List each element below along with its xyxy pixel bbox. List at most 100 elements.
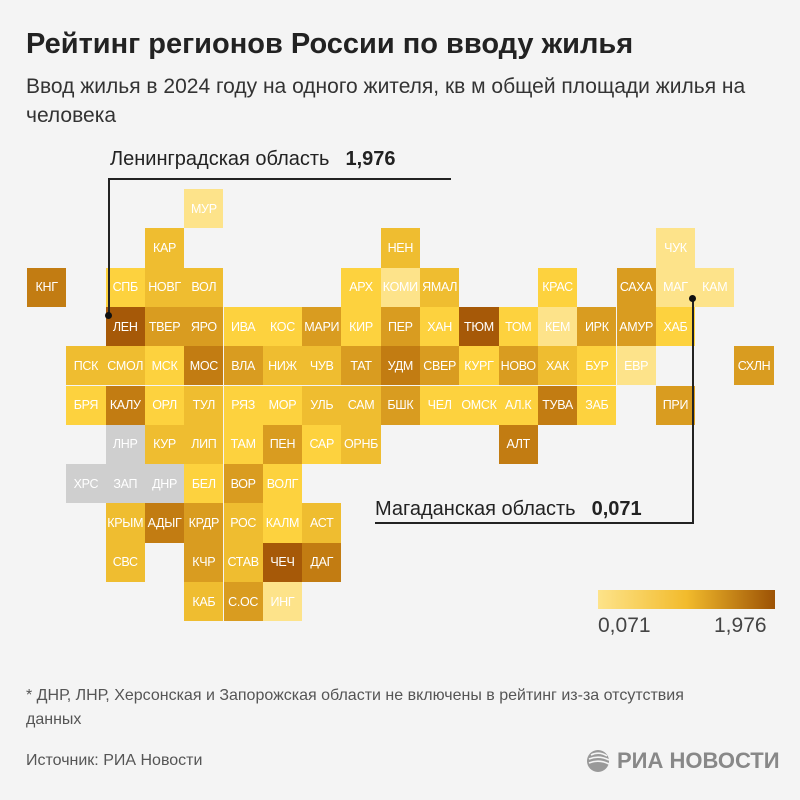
region-tile: СТАВ	[223, 542, 263, 582]
region-tile: ИРК	[577, 306, 617, 347]
callout-min-line-h	[375, 522, 694, 524]
region-tile: КРЫМ	[105, 503, 145, 543]
legend-min-label: 0,071	[598, 614, 651, 637]
region-tile: КОМИ	[380, 267, 420, 307]
region-tile: ПСК	[66, 346, 106, 386]
region-tile: ТУЛ	[184, 385, 224, 425]
region-tile: МУР	[184, 189, 224, 229]
region-tile: ВОР	[223, 464, 263, 504]
ria-logo-text: РИА НОВОСТИ	[617, 748, 780, 773]
callout-min-region: Магаданская область	[375, 498, 576, 520]
region-tile: БУР	[577, 346, 617, 386]
region-tile: ПЕР	[380, 306, 420, 347]
region-tile: КАБ	[184, 582, 224, 622]
region-tile: АЛ.К	[498, 385, 538, 425]
region-tile: НИЖ	[262, 346, 303, 386]
region-tile: ХАБ	[655, 306, 696, 347]
region-tile: ЛЕН	[105, 306, 145, 347]
region-tile: ЗАП	[105, 464, 145, 504]
region-tile: ВОЛГ	[262, 464, 303, 504]
region-tile: БРЯ	[66, 385, 106, 425]
region-tile: УДМ	[380, 346, 420, 386]
region-tile: КНГ	[27, 267, 67, 307]
region-tile: АДЫГ	[144, 503, 185, 543]
callout-min: Магаданская область 0,071	[375, 498, 642, 521]
region-tile: ЧУВ	[302, 346, 342, 386]
subtitle: Ввод жилья в 2024 году на одного жителя,…	[26, 75, 746, 127]
region-tile: НОВО	[498, 346, 538, 386]
ria-logo: РИА НОВОСТИ	[585, 748, 780, 774]
region-tile: АМУР	[616, 306, 656, 347]
region-tile: МАРИ	[302, 306, 342, 347]
region-tile: АСТ	[302, 503, 342, 543]
region-tile: ЗАБ	[577, 385, 617, 425]
region-tile: МАГ	[655, 267, 696, 307]
region-tile: ХАК	[537, 346, 578, 386]
region-tile: ВЛА	[223, 346, 263, 386]
region-tile: ПРИ	[655, 385, 696, 425]
region-tile: СХЛН	[734, 346, 774, 386]
region-tile: САХА	[616, 267, 656, 307]
region-tile: БЕЛ	[184, 464, 224, 504]
region-tile: МОС	[184, 346, 224, 386]
region-tile: СВС	[105, 542, 145, 582]
region-tile: КЧР	[184, 542, 224, 582]
region-tile: ДНР	[144, 464, 185, 504]
region-tile: ИНГ	[262, 582, 303, 622]
region-tile: КИР	[341, 306, 381, 347]
ria-logo-icon	[587, 750, 610, 772]
region-tile: СВЕР	[420, 346, 460, 386]
region-tile: ДАГ	[302, 542, 342, 582]
region-tile: АРХ	[341, 267, 381, 307]
region-tile: КАЛМ	[262, 503, 303, 543]
region-tile: ОМСК	[459, 385, 499, 425]
footnote: * ДНР, ЛНР, Херсонская и Запорожская обл…	[26, 687, 684, 728]
region-tile: КАЛУ	[105, 385, 145, 425]
region-tile: НЕН	[380, 228, 420, 268]
region-tile: ТОМ	[498, 306, 538, 347]
region-tile: ЛИП	[184, 424, 224, 465]
region-tile: ТЮМ	[459, 306, 499, 347]
region-tile: ХАН	[420, 306, 460, 347]
region-tile: ЧЕЧ	[262, 542, 303, 582]
region-tile: МСК	[144, 346, 185, 386]
callout-min-line-v	[692, 298, 694, 524]
region-tile: РЯЗ	[223, 385, 263, 425]
region-tile: БШК	[380, 385, 420, 425]
region-tile: ПЕН	[262, 424, 303, 465]
region-tile: ЧЕЛ	[420, 385, 460, 425]
source: Источник: РИА Новости	[26, 752, 203, 769]
callout-min-dot	[689, 295, 696, 302]
region-tile: САМ	[341, 385, 381, 425]
region-tile: ИВА	[223, 306, 263, 347]
region-tile: КРДР	[184, 503, 224, 543]
region-tile: ВОЛ	[184, 267, 224, 307]
callout-max-value: 1,976	[345, 148, 396, 170]
callout-max-region: Ленинградская область	[110, 148, 330, 170]
region-tile: ХРС	[66, 464, 106, 504]
region-tile: КАР	[144, 228, 185, 268]
region-tile: ЯМАЛ	[420, 267, 460, 307]
region-tile: ЯРО	[184, 306, 224, 347]
callout-max: Ленинградская область 1,976	[110, 148, 396, 171]
region-tile: КУР	[144, 424, 185, 465]
callout-max-dot	[105, 312, 112, 319]
region-tile: ТВЕР	[144, 306, 185, 347]
region-tile: С.ОС	[223, 582, 263, 622]
region-tile: КОС	[262, 306, 303, 347]
legend-gradient	[598, 590, 775, 609]
callout-max-line-v	[108, 178, 110, 316]
legend-max-label: 1,976	[714, 614, 767, 637]
callout-max-line-h	[108, 178, 451, 180]
region-tile: КАМ	[695, 267, 735, 307]
region-tile: ТАТ	[341, 346, 381, 386]
region-tile: КРАС	[537, 267, 578, 307]
region-tile: ЛНР	[105, 424, 145, 465]
region-tile: ОРЛ	[144, 385, 185, 425]
region-tile: ЕВР	[616, 346, 656, 386]
region-tile: АЛТ	[498, 424, 538, 465]
region-tile: САР	[302, 424, 342, 465]
region-tile: ТАМ	[223, 424, 263, 465]
region-tile: СМОЛ	[105, 346, 145, 386]
region-tile: ЧУК	[655, 228, 696, 268]
